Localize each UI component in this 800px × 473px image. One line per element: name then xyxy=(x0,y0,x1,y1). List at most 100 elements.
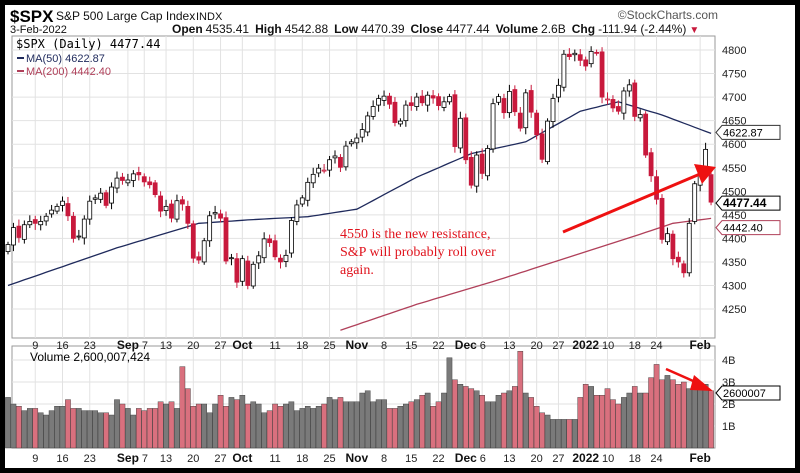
volume-bar xyxy=(648,377,654,449)
candle xyxy=(616,100,621,115)
date-tick: Sep xyxy=(117,338,139,352)
candle xyxy=(283,249,289,268)
candle-body xyxy=(348,141,354,145)
volume-bar xyxy=(321,403,327,449)
close-tag: 4477.44 xyxy=(723,196,767,210)
volume-bar xyxy=(255,403,262,449)
ma200-tag-box xyxy=(715,220,781,236)
volume-bar xyxy=(315,406,322,449)
candle xyxy=(60,196,65,212)
price-tick: 4650 xyxy=(722,116,746,128)
date-tick: 13 xyxy=(160,340,172,352)
candle-body xyxy=(512,89,518,113)
volume-bar xyxy=(430,406,436,449)
candle xyxy=(517,106,523,132)
candle xyxy=(43,212,49,226)
volume-bar xyxy=(463,386,469,449)
candle xyxy=(566,48,572,60)
volume-bar xyxy=(234,399,240,449)
candle-body xyxy=(196,256,202,261)
candle-body xyxy=(49,209,54,215)
quote-line: Open 4535.41 High 4542.88 Low 4470.39 Close 447… xyxy=(172,22,699,36)
candle xyxy=(201,237,207,265)
annotation-line-2: S&P will probably roll over xyxy=(340,245,496,260)
candle-body xyxy=(632,82,638,117)
candle xyxy=(81,215,87,245)
volume-bar xyxy=(610,399,616,449)
quote-open-label: Open xyxy=(172,22,203,36)
candle-body xyxy=(376,98,382,106)
candle xyxy=(675,251,681,268)
candle xyxy=(27,215,33,229)
volume-bar xyxy=(626,392,633,449)
price-tick: 4450 xyxy=(722,210,746,222)
candle xyxy=(76,229,82,241)
candle-body xyxy=(125,179,131,184)
candle-body xyxy=(71,215,76,239)
candle-body xyxy=(174,200,180,220)
candle-body xyxy=(54,205,60,212)
candle-body xyxy=(365,115,371,133)
volume-bar xyxy=(517,351,524,449)
candle-body xyxy=(332,155,338,159)
candle xyxy=(425,91,431,112)
ma200-tag: 4442.40 xyxy=(723,223,763,235)
candle xyxy=(605,92,610,105)
volume-bar xyxy=(506,390,513,449)
candle xyxy=(234,253,240,288)
candle-body xyxy=(681,263,687,274)
candle xyxy=(338,154,343,172)
volume-bar xyxy=(642,392,649,449)
candle-body xyxy=(457,117,463,149)
candle xyxy=(120,172,125,185)
candle-body xyxy=(179,199,185,205)
candle-body xyxy=(692,183,698,222)
volume-bar xyxy=(185,388,191,449)
volume-bar xyxy=(354,401,360,449)
candle-body xyxy=(169,203,174,219)
volume-bar xyxy=(397,406,404,449)
price-tick: 4300 xyxy=(722,281,746,293)
candle-body xyxy=(278,257,283,263)
candle-body xyxy=(599,51,605,98)
date-tick: 23 xyxy=(84,453,96,465)
date-tick: Sep xyxy=(117,451,139,465)
candle xyxy=(267,234,273,247)
candle xyxy=(321,163,327,174)
price-tick: 4250 xyxy=(722,304,746,316)
candle-body xyxy=(605,98,610,101)
volume-bar xyxy=(375,399,382,449)
candle xyxy=(534,109,540,140)
candle xyxy=(114,171,120,194)
candle-body xyxy=(283,254,289,262)
date-tick: 18 xyxy=(296,453,308,465)
date-tick: Dec xyxy=(455,451,477,465)
candle xyxy=(485,145,491,181)
candle xyxy=(490,98,496,153)
candle xyxy=(637,109,643,122)
volume-bar xyxy=(408,401,415,449)
candle xyxy=(294,199,300,226)
volume-bar xyxy=(5,397,11,449)
candle xyxy=(250,261,256,289)
candle xyxy=(665,227,670,245)
candle-body xyxy=(370,106,376,117)
candle-body xyxy=(327,159,332,171)
date-tick: 16 xyxy=(56,453,68,465)
candle xyxy=(141,173,147,187)
quote-low-label: Low xyxy=(334,22,359,36)
candle-body xyxy=(294,204,300,222)
candle xyxy=(681,260,687,278)
candle-body xyxy=(387,95,392,105)
candle-body xyxy=(76,235,82,238)
date-tick: Oct xyxy=(232,451,252,465)
date-tick: 8 xyxy=(381,453,387,465)
volume-bar xyxy=(697,386,703,449)
candle-body xyxy=(577,54,583,61)
candle-body xyxy=(343,145,349,168)
date-tick: 27 xyxy=(214,340,226,352)
volume-bar xyxy=(299,408,306,449)
date-tick: 20 xyxy=(531,453,543,465)
candle-body xyxy=(305,181,311,201)
volume-bar xyxy=(582,384,589,449)
